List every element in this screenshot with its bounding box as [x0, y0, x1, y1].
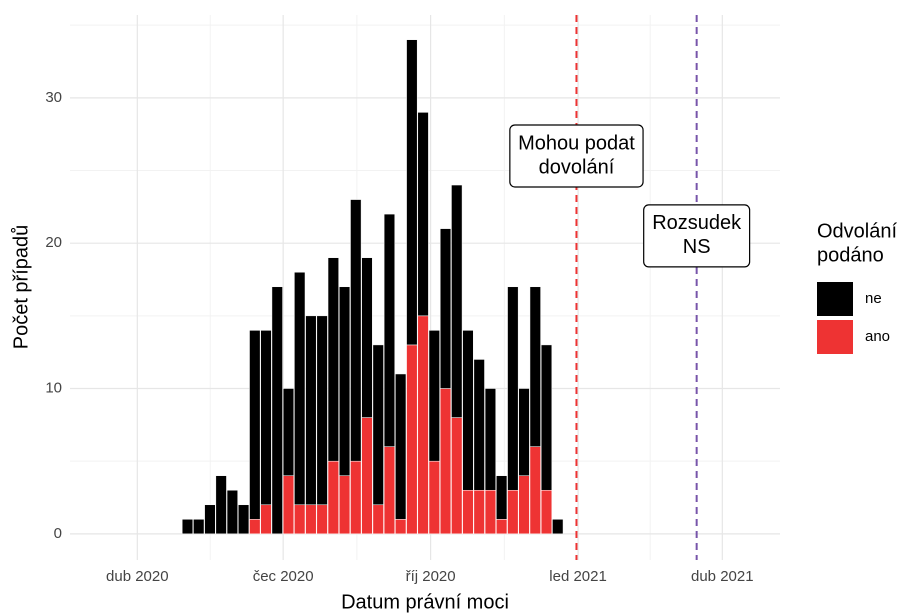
bar: [552, 519, 564, 535]
annotation-text: NS: [683, 236, 711, 258]
bar: [372, 504, 384, 535]
bar: [350, 460, 362, 535]
bar: [439, 228, 452, 389]
bar: [406, 39, 418, 346]
bar: [271, 286, 283, 535]
bar: [484, 388, 496, 491]
legend-title: Odvolání: [817, 220, 897, 242]
bar: [518, 475, 530, 535]
bar: [473, 489, 485, 535]
bar: [181, 519, 194, 535]
legend-title: podáno: [817, 244, 884, 266]
x-tick-label: led 2021: [549, 568, 607, 585]
x-tick-label: říj 2020: [406, 568, 456, 585]
bar: [428, 330, 440, 462]
bar: [282, 388, 295, 476]
bar: [193, 519, 205, 535]
bar: [327, 257, 339, 462]
bar: [451, 184, 463, 418]
bar: [417, 315, 429, 535]
bar: [226, 489, 238, 535]
bar: [361, 417, 373, 535]
bar: [451, 417, 463, 535]
bar: [339, 475, 351, 535]
bar: [215, 475, 227, 535]
bar: [260, 330, 272, 506]
bar: [282, 475, 295, 535]
bar: [395, 373, 407, 520]
annotation-text: Mohou podat: [518, 132, 635, 154]
bar: [496, 475, 508, 520]
bar: [361, 257, 373, 418]
bar: [496, 519, 508, 535]
bar: [339, 286, 351, 476]
legend-label: ne: [865, 290, 882, 307]
bar: [473, 359, 485, 491]
bar: [294, 504, 306, 535]
y-tick-label: 0: [54, 525, 62, 542]
bar: [439, 388, 452, 535]
bar: [540, 344, 553, 491]
bar: [540, 489, 553, 535]
bar: [406, 344, 418, 535]
bar: [484, 489, 496, 535]
bar: [529, 446, 541, 535]
bar: [462, 330, 474, 491]
bar: [305, 504, 317, 535]
annotation-text: dovolání: [539, 156, 615, 178]
bar: [507, 489, 519, 535]
bar: [428, 460, 440, 535]
x-tick-label: čec 2020: [253, 568, 314, 585]
bar: [294, 271, 306, 506]
bar: [327, 460, 339, 535]
annotation-text: Rozsudek: [652, 212, 742, 234]
bar: [305, 315, 317, 506]
y-tick-label: 20: [45, 234, 62, 251]
annotation-box: [509, 124, 644, 188]
y-tick-label: 30: [45, 89, 62, 106]
legend-swatch: [817, 320, 853, 354]
y-tick-label: 10: [45, 379, 62, 396]
bar: [204, 504, 216, 535]
bar: [462, 489, 474, 535]
x-tick-label: dub 2020: [106, 568, 169, 585]
y-axis-label: Počet případů: [10, 225, 32, 350]
legend-label: ano: [865, 328, 890, 345]
bar: [529, 286, 541, 447]
legend-swatch: [817, 282, 853, 316]
bar: [249, 330, 261, 520]
bar: [238, 504, 250, 535]
bar: [372, 344, 384, 506]
bar: [249, 519, 261, 535]
bar: [395, 519, 407, 535]
x-tick-label: dub 2021: [691, 568, 754, 585]
bar: [518, 388, 530, 476]
x-axis-label: Datum právní moci: [341, 591, 509, 613]
bar: [383, 213, 395, 447]
bar: [350, 199, 362, 462]
annotation-box: [643, 204, 751, 268]
bar: [316, 315, 328, 506]
bar: [383, 446, 395, 535]
bar: [316, 504, 328, 535]
bar: [417, 112, 429, 317]
bar: [260, 504, 272, 535]
bar: [507, 286, 519, 491]
